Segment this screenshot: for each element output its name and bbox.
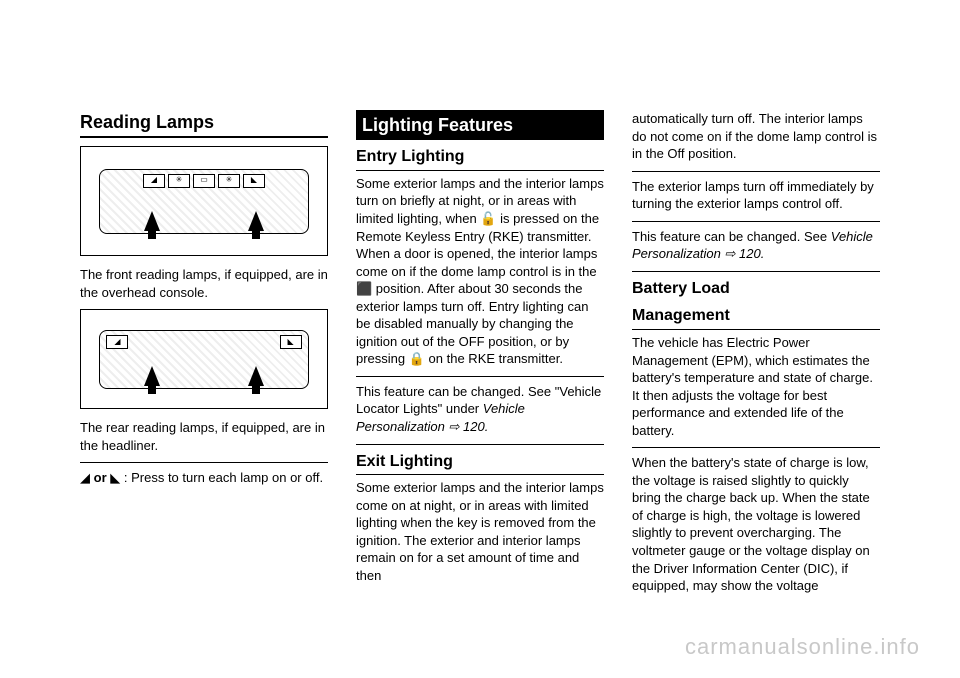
heading-reading-lamps: Reading Lamps — [80, 110, 328, 138]
console-button-row: ◢ ◣ — [100, 335, 307, 349]
overhead-console-illustration: ◢ ✳ ▭ ✳ ◣ — [99, 169, 308, 234]
arrow-icon — [144, 211, 160, 231]
press-text: : Press to turn each lamp on or off. — [124, 470, 323, 485]
arrow-icon — [248, 366, 264, 386]
heading-exit-lighting: Exit Lighting — [356, 451, 604, 476]
figure-front-reading-lamps: ◢ ✳ ▭ ✳ ◣ — [80, 146, 328, 256]
lock-icon: 🔒 — [409, 351, 425, 366]
watermark-text: carmanualsonline.info — [685, 634, 920, 660]
console-button-row: ◢ ✳ ▭ ✳ ◣ — [143, 174, 265, 188]
rear-lamps-text: The rear reading lamps, if equipped, are… — [80, 419, 328, 454]
lamp-button-icon: ▭ — [193, 174, 215, 188]
divider — [356, 376, 604, 377]
dome-icon: ⬛ — [356, 281, 372, 296]
headliner-illustration: ◢ ◣ — [99, 330, 308, 389]
entry-lighting-text: Some exterior lamps and the interior lam… — [356, 175, 604, 368]
lamp-button-icon: ◣ — [280, 335, 302, 349]
lamp-button-icon: ✳ — [218, 174, 240, 188]
exit-continued-2: The exterior lamps turn off immediately … — [632, 178, 880, 213]
figure-rear-reading-lamps: ◢ ◣ — [80, 309, 328, 409]
heading-entry-lighting: Entry Lighting — [356, 146, 604, 171]
press-instruction: ◢ or ◣ : Press to turn each lamp on or o… — [80, 469, 328, 487]
lamp-left-icon: ◢ — [80, 470, 90, 485]
battery-p1: The vehicle has Electric Power Managemen… — [632, 334, 880, 439]
column-2: Lighting Features Entry Lighting Some ex… — [356, 110, 604, 603]
page: Reading Lamps ◢ ✳ ▭ ✳ ◣ The front readin… — [0, 0, 960, 643]
divider — [632, 271, 880, 272]
heading-lighting-features: Lighting Features — [356, 110, 604, 140]
divider — [80, 462, 328, 463]
or-text: or — [94, 470, 107, 485]
entry-note-1: This feature can be changed. See — [356, 384, 555, 399]
column-3: automatically turn off. The interior lam… — [632, 110, 880, 603]
arrow-icon — [248, 211, 264, 231]
indicator-arrows — [100, 211, 307, 231]
lamp-button-icon: ◢ — [143, 174, 165, 188]
front-lamps-text: The front reading lamps, if equipped, ar… — [80, 266, 328, 301]
battery-p2: When the battery's state of charge is lo… — [632, 454, 880, 594]
divider — [632, 447, 880, 448]
exit-continued-1: automatically turn off. The interior lam… — [632, 110, 880, 163]
divider — [356, 444, 604, 445]
exit-lighting-text: Some exterior lamps and the interior lam… — [356, 479, 604, 584]
heading-battery-1: Battery Load — [632, 278, 880, 300]
entry-text-d: on the RKE transmitter. — [425, 351, 563, 366]
entry-note: This feature can be changed. See "Vehicl… — [356, 383, 604, 436]
column-1: Reading Lamps ◢ ✳ ▭ ✳ ◣ The front readin… — [80, 110, 328, 603]
lamp-button-icon: ✳ — [168, 174, 190, 188]
exit-continued-3: This feature can be changed. See Vehicle… — [632, 228, 880, 263]
change-note-a: This feature can be changed. See — [632, 229, 831, 244]
lamp-right-icon: ◣ — [110, 470, 120, 485]
arrow-icon — [144, 366, 160, 386]
lamp-button-icon: ◢ — [106, 335, 128, 349]
unlock-icon: 🔓 — [480, 211, 496, 226]
divider — [632, 171, 880, 172]
heading-battery-2: Management — [632, 305, 880, 330]
lamp-button-icon: ◣ — [243, 174, 265, 188]
indicator-arrows — [100, 366, 307, 386]
divider — [632, 221, 880, 222]
